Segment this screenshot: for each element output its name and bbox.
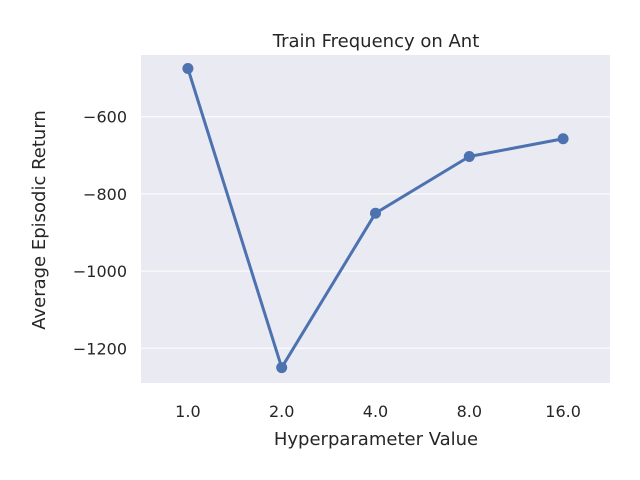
x-tick-label: 4.0	[363, 402, 388, 421]
y-tick-label: −1000	[73, 262, 127, 281]
x-axis-label: Hyperparameter Value	[274, 429, 478, 450]
chart-title: Train Frequency on Ant	[272, 31, 480, 52]
y-tick-labels: −600 −800 −1000 −1200	[73, 108, 127, 359]
data-point	[370, 207, 381, 219]
x-tick-label: 2.0	[269, 402, 294, 421]
data-point	[182, 63, 194, 75]
x-tick-label: 1.0	[175, 402, 200, 421]
x-tick-label: 8.0	[457, 402, 482, 421]
x-tick-labels: 1.0 2.0 4.0 8.0 16.0	[175, 402, 581, 421]
data-point	[276, 362, 288, 374]
y-tick-label: −1200	[73, 339, 127, 358]
data-point	[463, 150, 475, 162]
plot-area	[141, 55, 610, 383]
x-tick-label: 16.0	[545, 402, 581, 421]
y-tick-label: −800	[83, 185, 127, 204]
series-group	[182, 63, 569, 374]
data-point	[557, 133, 569, 145]
y-tick-label: −600	[83, 108, 127, 127]
y-axis-label: Average Episodic Return	[29, 110, 50, 330]
grid-lines	[141, 116, 610, 349]
